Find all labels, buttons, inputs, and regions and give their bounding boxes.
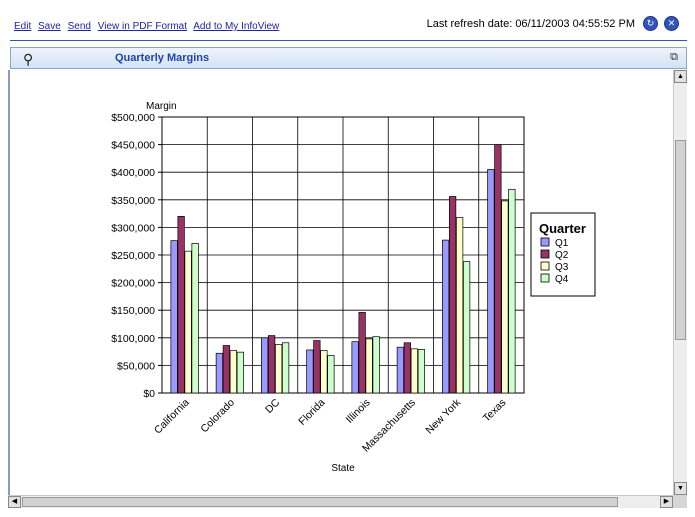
bar-new-york-q4 — [463, 261, 471, 394]
bar-texas-q4 — [508, 188, 516, 394]
scroll-right-button[interactable]: ▶ — [660, 496, 673, 508]
y-tick-label: $450,000 — [111, 140, 155, 152]
y-tick-label: $500,000 — [111, 112, 155, 124]
bar-florida-q3 — [320, 350, 328, 394]
x-tick-label: Texas — [481, 397, 509, 425]
legend-label-q4: Q4 — [555, 274, 569, 285]
vertical-scroll-thumb[interactable] — [675, 140, 686, 340]
close-icon[interactable]: ✕ — [664, 16, 679, 31]
legend-title: Quarter — [539, 221, 586, 236]
y-tick-label: $400,000 — [111, 167, 155, 179]
bar-new-york-q1 — [442, 239, 450, 394]
bar-colorado-q4 — [236, 351, 244, 394]
bar-new-york-q3 — [456, 217, 464, 394]
x-tick-label: California — [152, 397, 192, 437]
bar-colorado-q1 — [215, 352, 223, 394]
bar-illinois-q1 — [351, 341, 359, 394]
legend-label-q1: Q1 — [555, 238, 569, 249]
add-to-infoview-link[interactable]: Add to My InfoView — [193, 21, 280, 32]
edit-link[interactable]: Edit — [14, 21, 32, 32]
legend-label-q3: Q3 — [555, 262, 569, 273]
scroll-up-button[interactable]: ▲ — [674, 70, 687, 83]
scroll-left-button[interactable]: ◀ — [8, 496, 21, 508]
bars — [170, 144, 516, 394]
legend-swatch-q3 — [540, 261, 550, 271]
bar-illinois-q3 — [365, 338, 373, 394]
bar-california-q1 — [170, 240, 178, 394]
bar-colorado-q3 — [229, 350, 237, 394]
bar-texas-q3 — [501, 200, 509, 394]
bar-texas-q2 — [494, 144, 502, 394]
send-link[interactable]: Send — [67, 21, 91, 32]
bar-florida-q4 — [327, 355, 335, 394]
view-pdf-link[interactable]: View in PDF Format — [97, 21, 188, 32]
legend-swatch-q4 — [540, 273, 550, 283]
frame-border — [8, 70, 10, 495]
horizontal-scroll-thumb[interactable] — [22, 497, 618, 507]
header-divider — [10, 40, 687, 41]
report-title: Quarterly Margins — [115, 52, 210, 64]
legend-swatch-q1 — [540, 237, 550, 247]
bar-massachusetts-q4 — [417, 349, 425, 394]
legend-swatch-q2 — [540, 249, 550, 259]
x-tick-label: Florida — [296, 397, 327, 428]
bar-dc-q1 — [261, 337, 269, 394]
vertical-scrollbar[interactable]: ▲ ▼ — [673, 70, 687, 495]
y-tick-labels: $0 $50,000 $100,000 $150,000 $200,000 $250,00… — [111, 112, 155, 400]
x-axis-label: State — [331, 463, 355, 474]
bar-new-york-q2 — [449, 196, 457, 394]
scroll-corner — [673, 495, 687, 508]
bar-massachusetts-q1 — [396, 346, 404, 394]
toolbar-links: Edit Save Send View in PDF Format Add to… — [14, 21, 283, 32]
save-link[interactable]: Save — [38, 21, 61, 32]
refresh-icon[interactable]: ↻ — [643, 16, 658, 31]
y-tick-label: $300,000 — [111, 222, 155, 234]
bar-massachusetts-q2 — [403, 342, 411, 394]
bar-florida-q1 — [306, 349, 314, 394]
y-axis-label: Margin — [146, 101, 177, 112]
x-tick-labels: California Colorado DC Florida IllinoisMassa… — [152, 396, 509, 455]
bar-dc-q3 — [275, 344, 283, 394]
last-refresh-date: Last refresh date: 06/11/2003 04:55:52 P… — [426, 18, 635, 30]
bar-dc-q4 — [282, 342, 290, 394]
bar-florida-q2 — [313, 340, 321, 394]
y-tick-label: $350,000 — [111, 195, 155, 207]
bar-california-q3 — [184, 250, 192, 394]
export-icon[interactable]: ⧉ — [670, 51, 678, 63]
bar-texas-q1 — [487, 169, 495, 394]
y-tick-label: $0 — [143, 388, 155, 400]
horizontal-scrollbar[interactable]: ◀ ▶ — [8, 495, 673, 508]
search-icon[interactable]: ⚲ — [23, 51, 34, 67]
bar-dc-q2 — [268, 335, 276, 394]
x-tick-label: New York — [423, 396, 463, 436]
y-tick-label: $100,000 — [111, 333, 155, 345]
report-title-bar: ⚲ Quarterly Margins ⧉ — [10, 47, 687, 69]
bar-colorado-q2 — [222, 345, 230, 394]
bar-illinois-q4 — [372, 336, 380, 394]
bar-california-q2 — [177, 216, 185, 394]
bar-massachusetts-q3 — [410, 348, 418, 394]
chart: Margin $0 $50,000 $100,000 $150,000 $200,000… — [111, 101, 596, 474]
x-tick-label: DC — [263, 396, 283, 416]
y-tick-label: $200,000 — [111, 278, 155, 290]
bar-illinois-q2 — [358, 312, 366, 394]
x-tick-label: Colorado — [198, 397, 237, 436]
y-tick-label: $50,000 — [117, 360, 155, 372]
x-tick-label: Illinois — [344, 397, 373, 426]
bar-california-q4 — [191, 243, 199, 394]
y-tick-label: $150,000 — [111, 305, 155, 317]
legend-label-q2: Q2 — [555, 250, 569, 261]
y-tick-label: $250,000 — [111, 250, 155, 262]
scroll-down-button[interactable]: ▼ — [674, 482, 687, 495]
